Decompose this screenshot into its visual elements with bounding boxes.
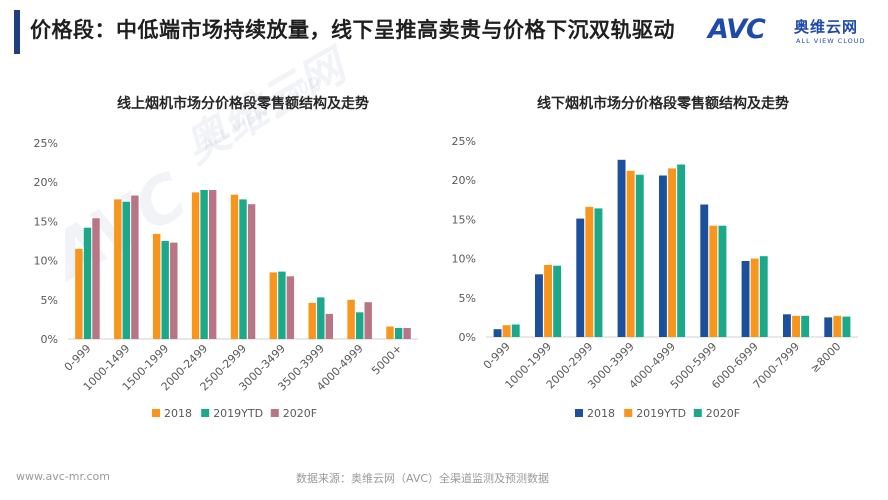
title-accent-bar [14,10,20,54]
bar-2020f [403,328,411,339]
logo-name: 奥维云网 [794,18,859,36]
bar-2020f [170,242,178,339]
bar-2018 [386,326,394,339]
legend-label-2018: 2018 [587,407,615,420]
footer-source: 数据来源：奥维云网（AVC）全渠道监测及预测数据 [296,472,550,485]
bar-2020f [718,225,727,337]
y-tick-label: 15% [34,215,58,228]
bar-2020f [92,218,100,339]
bar-2020f [801,315,810,337]
logo-brand: AVC [708,14,766,45]
y-tick-label: 10% [452,253,476,266]
legend-swatch-2018 [152,409,160,417]
x-tick-label: 0-999 [481,340,513,372]
bar-2020f [635,174,644,337]
bar-2020f [759,256,768,337]
bar-2018 [308,302,316,339]
y-tick-label: 20% [34,176,58,189]
bar-2020f [677,164,686,337]
legend-label-2020f: 2020F [706,407,740,420]
bar-2018 [741,261,750,337]
bar-2018 [191,192,200,339]
bar-2018 [230,194,239,339]
bar-2018 [659,175,667,337]
bar-2018 [75,248,83,339]
logo-tagline: ALL VIEW CLOUD [796,37,866,45]
footer-website: www.avc-mr.com [16,470,110,483]
bar-2019ytd [161,241,169,339]
bar-2018 [617,159,626,337]
bar-2019ytd [792,315,800,337]
bar-2019ytd [668,168,676,337]
brand-logo: AVC 奥维云网 ALL VIEW CLOUD [708,14,878,48]
bar-2020f [594,208,603,337]
y-tick-label: 15% [452,213,476,226]
bar-2018 [153,233,161,339]
y-tick-label: 10% [34,255,58,268]
bar-2020f [131,195,139,339]
bar-2020f [247,204,256,339]
bar-2019ytd [544,264,552,337]
bar-2019ytd [317,297,325,339]
bar-2019ytd [709,225,718,337]
x-tick-label: ≥8000 [808,340,844,376]
bar-2020f [364,302,372,339]
y-tick-label: 25% [34,137,58,150]
bar-2020f [286,276,295,339]
bar-2018 [535,274,543,337]
chart-title: 线下烟机市场分价格段零售额结构及走势 [537,95,789,112]
bar-2019ytd [83,227,92,339]
legend-label-2019ytd: 2019YTD [636,407,686,420]
bar-2018 [347,299,355,339]
bar-2019ytd [239,199,247,339]
y-tick-label: 0% [459,331,476,344]
bar-2020f [209,190,217,339]
bar-2019ytd [833,315,842,337]
y-tick-label: 0% [41,333,58,346]
legend-label-2020f: 2020F [283,407,317,420]
bar-2018 [493,329,502,337]
legend-label-2019ytd: 2019YTD [213,407,263,420]
bar-2018 [114,199,122,339]
legend-swatch-2019ytd [624,409,633,417]
chart-title: 线上烟机市场分价格段零售额结构及走势 [117,95,369,112]
y-tick-label: 5% [41,294,58,307]
bar-2018 [269,272,277,339]
bar-2020f [325,313,333,339]
bar-2020f [511,324,520,337]
bar-2019ytd [750,258,759,337]
y-tick-label: 20% [452,174,476,187]
x-tick-label: 5000+ [369,342,405,378]
bar-2018 [783,314,791,337]
legend-swatch-2019ytd [201,409,210,417]
bar-2018 [700,204,709,337]
bar-2019ytd [585,206,594,337]
legend-swatch-2020f [270,409,279,417]
bar-2018 [824,317,833,337]
bar-2019ytd [278,271,286,339]
bar-2019ytd [200,190,208,339]
legend-swatch-2018 [575,409,583,417]
legend-swatch-2020f [693,409,702,417]
bar-2019ytd [394,328,403,339]
bar-2019ytd [356,312,364,339]
bar-2019ytd [626,170,635,337]
page-title: 价格段：中低端市场持续放量，线下呈推高卖贵与价格下沉双轨驱动 [30,18,675,42]
y-tick-label: 25% [452,135,476,148]
bar-2019ytd [122,201,130,339]
bar-2018 [576,218,585,337]
x-tick-label: 0-999 [62,342,94,374]
bar-2019ytd [502,325,511,337]
bar-2020f [842,316,851,337]
bar-2020f [553,265,562,337]
legend-label-2018: 2018 [164,407,192,420]
y-tick-label: 5% [459,292,476,305]
